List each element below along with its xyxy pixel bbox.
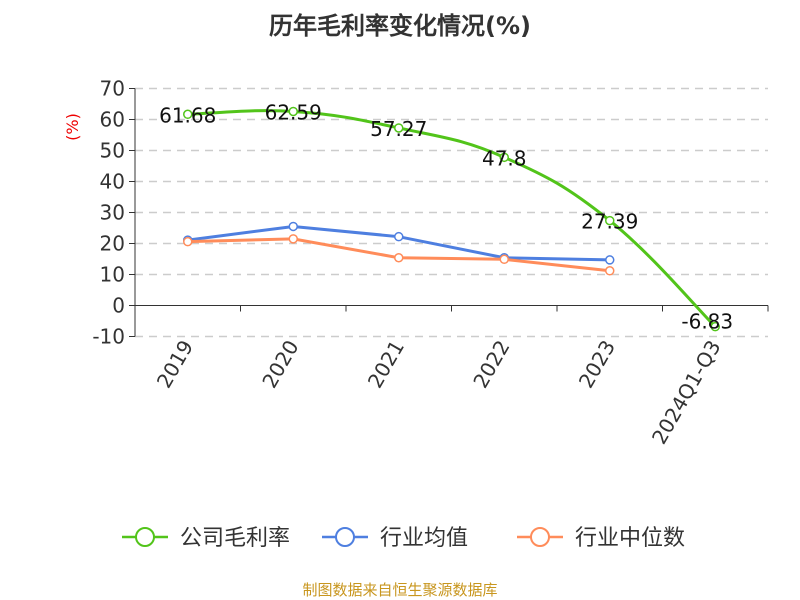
- legend-label: 公司毛利率: [180, 526, 290, 551]
- data-label: 47.8: [482, 146, 527, 170]
- data-point: [288, 234, 298, 244]
- data-point: [710, 321, 720, 332]
- data-point: [183, 109, 193, 120]
- x-tick-label: 2021: [363, 336, 409, 392]
- source-note: 制图数据来自恒生聚源数据库: [302, 581, 498, 599]
- data-label: -6.83: [681, 310, 733, 334]
- data-point: [288, 221, 298, 232]
- data-label: 27.39: [581, 210, 638, 234]
- data-point: [605, 255, 615, 265]
- data-point: [394, 253, 404, 263]
- y-tick-label: 0: [112, 294, 125, 318]
- y-tick-label: 30: [100, 201, 125, 225]
- y-tick-label: 60: [100, 108, 125, 132]
- data-point: [183, 236, 193, 247]
- y-axis-label: (%): [63, 113, 82, 141]
- chart-title: 历年毛利率变化情况(%): [269, 12, 531, 40]
- legend-marker-icon: [135, 527, 155, 547]
- y-tick-label: 20: [100, 232, 125, 256]
- y-tick-label: 70: [100, 77, 125, 101]
- data-point: [394, 123, 404, 133]
- x-tick-label: 2019: [152, 336, 198, 392]
- x-tick-label: 2023: [574, 336, 620, 392]
- y-tick-label: 50: [100, 139, 125, 163]
- data-label: 57.27: [370, 117, 427, 141]
- data-point: [499, 254, 509, 265]
- x-tick-label: 2022: [468, 336, 514, 392]
- data-label: 62.59: [265, 100, 322, 124]
- x-tick-label: 2020: [257, 336, 303, 392]
- y-tick-label: -10: [92, 325, 125, 349]
- data-point: [605, 215, 615, 226]
- legend-marker-icon: [335, 527, 355, 547]
- legend-label: 行业均值: [380, 526, 468, 551]
- data-label: 61.68: [159, 103, 216, 127]
- data-point: [605, 266, 615, 276]
- legend-label: 行业中位数: [575, 526, 685, 551]
- data-point: [499, 152, 509, 163]
- data-point: [288, 106, 298, 117]
- series-line: [187, 109, 717, 328]
- data-point: [394, 231, 404, 242]
- y-tick-label: 40: [100, 170, 125, 194]
- x-tick-label: 2024Q1-Q3: [647, 336, 726, 448]
- y-tick-label: 10: [100, 263, 125, 287]
- legend-marker-icon: [530, 527, 550, 547]
